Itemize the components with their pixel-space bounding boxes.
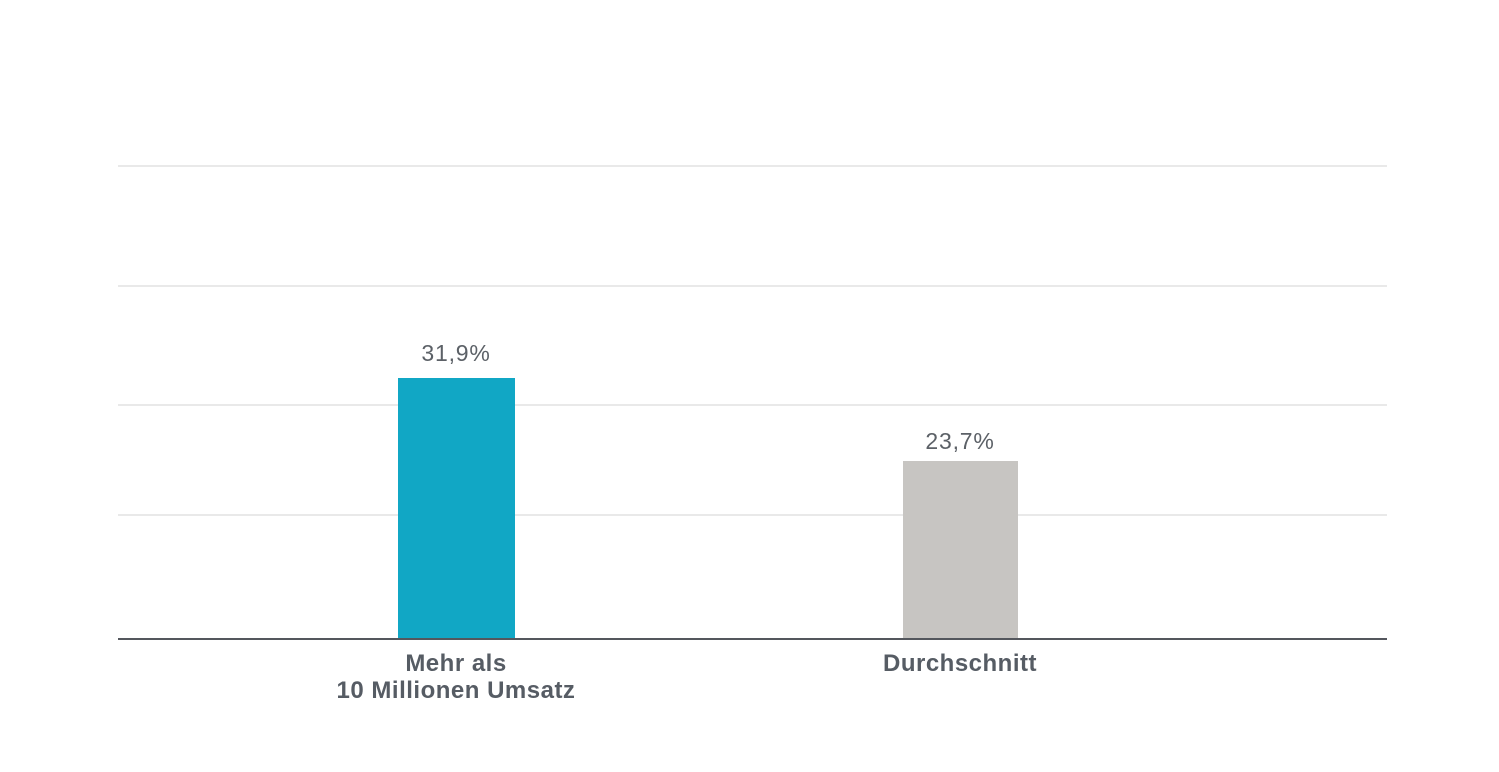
category-label-durchschnitt: Durchschnitt bbox=[810, 650, 1110, 677]
gridline bbox=[118, 165, 1387, 167]
value-label-mehr-als-10-millionen-umsatz: 31,9% bbox=[421, 340, 491, 366]
category-label-line: Durchschnitt bbox=[882, 650, 1037, 677]
category-label-mehr-als-10-millionen-umsatz: Mehr als 10 Millionen Umsatz bbox=[266, 650, 646, 704]
value-label-durchschnitt: 23,7% bbox=[925, 428, 995, 454]
category-label-line: Mehr als bbox=[405, 650, 507, 677]
category-label-line: 10 Millionen Umsatz bbox=[336, 677, 576, 704]
x-axis-line bbox=[118, 638, 1387, 640]
gridline bbox=[118, 285, 1387, 287]
bar-mehr-als-10-millionen-umsatz bbox=[398, 378, 515, 638]
gridline bbox=[118, 404, 1387, 406]
bar-durchschnitt bbox=[903, 461, 1018, 638]
gridline bbox=[118, 514, 1387, 516]
